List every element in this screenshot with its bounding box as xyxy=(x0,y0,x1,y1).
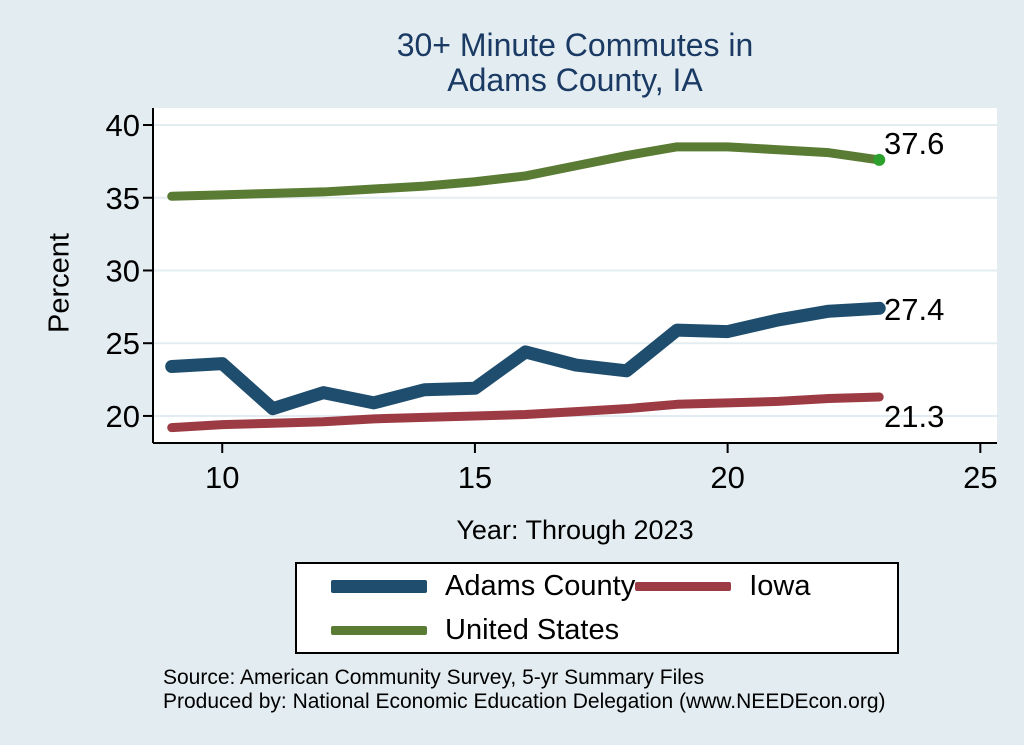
y-tick-label-25: 25 xyxy=(106,326,140,361)
line-united-states xyxy=(167,142,884,201)
legend-item-united-states: United States xyxy=(331,614,667,647)
y-tick-label-35: 35 xyxy=(106,181,140,216)
y-tick-label-20: 20 xyxy=(106,399,140,434)
y-tick-label-40: 40 xyxy=(106,108,140,143)
x-tick-label-10: 10 xyxy=(205,460,239,495)
x-tick-label-15: 15 xyxy=(458,460,492,495)
x-axis-title: Year: Through 2023 xyxy=(456,515,694,545)
legend-swatch-united-states-icon xyxy=(331,625,427,635)
chart-svg: 20 25 30 35 40 10 15 20 25 xyxy=(106,108,998,495)
x-tick-label-25: 25 xyxy=(963,460,997,495)
legend-row-1: Adams County Iowa xyxy=(331,564,897,608)
end-value-iowa: 21.3 xyxy=(884,399,945,434)
legend-item-adams-county: Adams County xyxy=(331,570,635,603)
legend-swatch-iowa-icon xyxy=(635,581,732,591)
footer-notes: Source: American Community Survey, 5-yr … xyxy=(163,666,886,714)
legend-item-iowa: Iowa xyxy=(635,570,897,603)
legend-label-adams-county: Adams County xyxy=(445,569,636,602)
source-note: Source: American Community Survey, 5-yr … xyxy=(163,666,705,689)
line-adams-county xyxy=(165,301,886,416)
legend: Adams County Iowa United States xyxy=(295,562,899,654)
end-value-united-states: 37.6 xyxy=(884,126,945,161)
legend-label-united-states: United States xyxy=(445,613,620,646)
chart-title-line2: Adams County, IA xyxy=(447,62,703,98)
chart-title-line1: 30+ Minute Commutes in xyxy=(396,27,754,63)
end-value-adams-county: 27.4 xyxy=(884,292,945,327)
legend-row-2: United States xyxy=(331,608,897,652)
chart-title: 30+ Minute Commutes in Adams County, IA xyxy=(153,28,997,98)
x-tick-label-20: 20 xyxy=(710,460,744,495)
end-marker-united-states xyxy=(873,153,886,166)
line-iowa xyxy=(167,392,884,433)
legend-swatch-adams-county-icon xyxy=(331,579,427,593)
produced-by-note: Produced by: National Economic Education… xyxy=(163,690,886,713)
y-tick-label-30: 30 xyxy=(106,253,140,288)
legend-label-iowa: Iowa xyxy=(749,569,811,602)
